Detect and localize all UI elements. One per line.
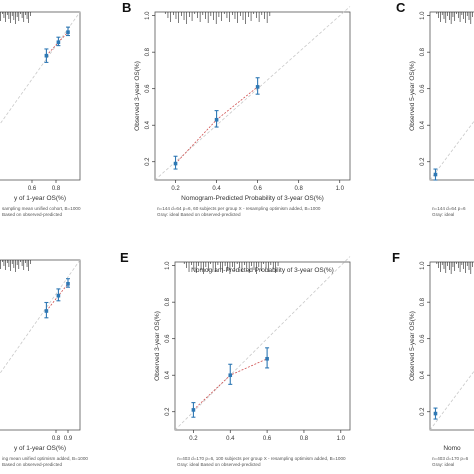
y-tick-label: 0.8 (420, 47, 426, 56)
footnote-line: n=144 d=64 p=6 (432, 206, 466, 211)
x-tick-label: 1.0 (336, 186, 345, 192)
plot-frame (154, 11, 351, 181)
y-tick-label: 0.8 (145, 47, 151, 56)
x-tick-label: 0.8 (52, 186, 61, 192)
footnote-line: ing mean unified optimism added, B=1000 (2, 456, 88, 461)
x-tick-label: 0.4 (226, 436, 235, 442)
footnote-line: sampling mean unified cohort, B=1000 (2, 206, 81, 211)
x-axis-label: Nomogram-Predicted Probability of 3-year… (191, 267, 334, 274)
calibration-point (433, 168, 438, 181)
calibration-point (265, 347, 270, 369)
y-tick-label: 0.2 (420, 407, 426, 416)
y-tick-label: 1.0 (420, 11, 426, 20)
y-tick-label: 0.4 (165, 370, 171, 379)
ideal-line (174, 256, 351, 431)
plot-frame (0, 259, 81, 431)
x-axis-label: y of 1-year OS(%) (14, 445, 66, 452)
y-tick-label: 0.6 (145, 84, 151, 93)
footnote-line: Gray: ideal Based on observed-predicted (177, 462, 261, 467)
ideal-line (0, 11, 81, 125)
y-tick-label: 0.8 (420, 297, 426, 306)
x-axis-label: y of 1-year OS(%) (14, 195, 66, 202)
footnote-line: n=403 d=170 p=6, 100 subjects per group … (177, 456, 346, 461)
calibration-point (191, 402, 196, 418)
calibration-point (44, 301, 49, 319)
x-tick-label: 0.2 (171, 186, 180, 192)
x-axis-label: Nomo (443, 445, 461, 452)
ideal-line (429, 120, 474, 181)
x-tick-label: 0.4 (212, 186, 221, 192)
panel-letter: E (120, 250, 129, 265)
calibration-point (44, 48, 49, 63)
footnote-line: Gray: ideal (432, 212, 454, 217)
calibration-point (56, 288, 61, 302)
y-tick-label: 0.4 (420, 120, 426, 129)
x-tick-label: 0.6 (28, 186, 37, 192)
footnote-line: n=144 d=64 p=6, 60 subjects per group X … (157, 206, 321, 211)
y-tick-label: 1.0 (165, 261, 171, 270)
panel-letter: F (392, 250, 400, 265)
panel-3: 0.2 0.4 0.6 0.8 1.0 Observed 5-year OS(%) n=14… (396, 0, 474, 217)
rug-ticks (436, 262, 473, 274)
footnote-line: Gray: ideal (432, 462, 454, 467)
x-tick-label: 0.8 (52, 436, 61, 442)
panel-1: 0.6 0.8 y of 1-year OS(%) sampling mean uni… (0, 11, 81, 217)
y-tick-label: 0.8 (165, 297, 171, 306)
y-tick-label: 1.0 (420, 261, 426, 270)
plot-frame (174, 261, 351, 431)
y-tick-label: 0.4 (145, 120, 151, 129)
calibration-point (433, 407, 438, 420)
y-tick-label: 0.4 (420, 370, 426, 379)
plot-frame (429, 261, 474, 431)
x-tick-label: 0.8 (300, 436, 309, 442)
y-tick-label: 1.0 (145, 11, 151, 20)
x-tick-label: 0.2 (189, 436, 198, 442)
calibration-point (66, 278, 70, 288)
panel-5: 0.2 0.4 0.6 0.8 1.0 0.2 0.4 0.6 0.8 1.0 Nomogram-P… (120, 250, 351, 467)
calibration-point (255, 77, 260, 95)
rug-ticks (164, 12, 271, 24)
ideal-line (429, 370, 474, 431)
rug-ticks (0, 260, 31, 272)
y-axis-label: Observed 5-year OS(%) (409, 311, 416, 381)
y-tick-label: 0.2 (165, 407, 171, 416)
calibration-point (214, 110, 219, 128)
panel-letter: C (396, 0, 406, 15)
ideal-line (154, 6, 351, 181)
x-tick-label: 1.0 (337, 436, 346, 442)
calibration-point (66, 26, 70, 37)
x-tick-label: 0.6 (253, 186, 262, 192)
x-tick-label: 0.8 (295, 186, 304, 192)
calibration-point (228, 363, 233, 385)
y-axis-label: Observed 3-year OS(%) (134, 61, 141, 131)
y-tick-label: 0.2 (420, 157, 426, 166)
plot-frame (0, 11, 81, 181)
plot-frame (429, 11, 474, 181)
y-tick-label: 0.6 (165, 334, 171, 343)
panel-2: 0.2 0.4 0.6 0.8 1.0 0.2 0.4 0.6 0.8 1.0 Nomogram-P… (122, 0, 351, 217)
rug-ticks (436, 12, 473, 24)
x-tick-label: 0.6 (263, 436, 272, 442)
y-tick-label: 0.2 (145, 157, 151, 166)
panel-6: 0.2 0.4 0.6 0.8 1.0 Nomo Observed 5-year OS(%)… (392, 250, 474, 467)
panel-4: 0.8 0.9 y of 1-year OS(%) ing mean unified … (0, 259, 88, 467)
footnote-line: Based on observed-predicted (2, 462, 62, 467)
footnote-line: Gray: ideal Based on observed-predicted (157, 212, 241, 217)
footnote-line: n=403 d=170 p=6 (432, 456, 469, 461)
y-axis-label: Observed 5-year OS(%) (409, 61, 416, 131)
y-tick-label: 0.6 (420, 334, 426, 343)
x-tick-label: 0.9 (64, 436, 73, 442)
rug-ticks (183, 262, 279, 274)
x-axis-label: Nomogram-Predicted Probability of 3-year… (181, 195, 324, 202)
calibration-point (173, 155, 178, 170)
rug-ticks (0, 12, 31, 24)
panel-letter: B (122, 0, 131, 15)
y-axis-label: Observed 3-year OS(%) (154, 311, 161, 381)
y-tick-label: 0.6 (420, 84, 426, 93)
calibration-point (56, 36, 61, 47)
footnote-line: Based on observed-predicted (2, 212, 62, 217)
